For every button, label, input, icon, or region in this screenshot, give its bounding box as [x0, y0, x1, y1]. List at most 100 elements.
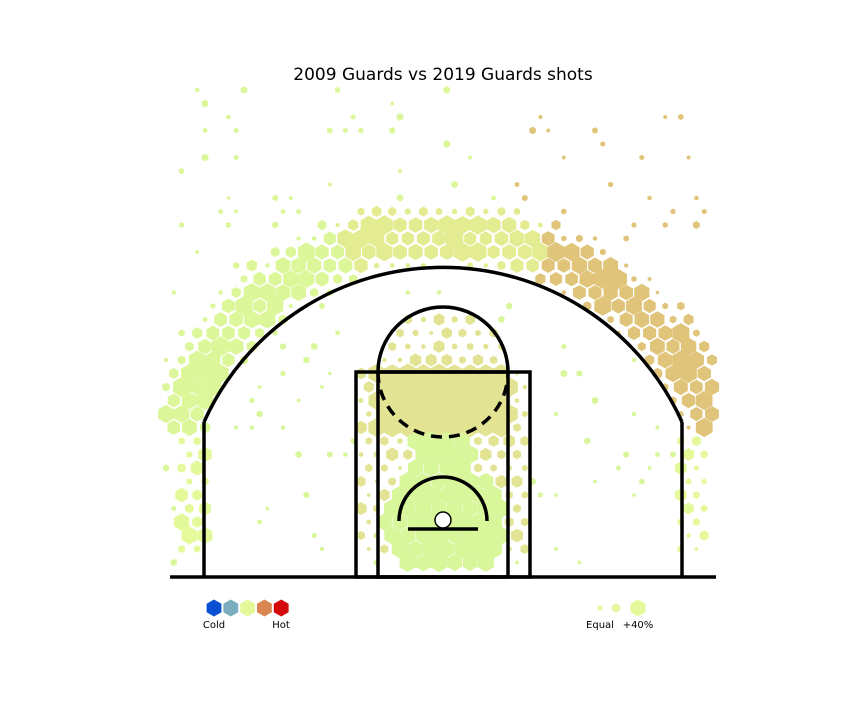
shot-hexbin: [489, 355, 498, 365]
shot-hexbin: [348, 219, 359, 231]
shot-hexbin: [695, 417, 713, 438]
shot-hexbin: [439, 459, 455, 477]
shot-hexbin: [193, 545, 201, 553]
shot-hexbin: [401, 231, 414, 246]
legend-size-swatch: [612, 603, 620, 613]
shot-hexbin: [694, 465, 699, 471]
shot-hexbin: [393, 217, 407, 233]
shot-hexbin: [363, 381, 374, 393]
shot-hexbin: [319, 302, 325, 310]
shot-hexbin: [626, 296, 642, 316]
shot-hexbin: [431, 391, 447, 410]
shot-hexbin: [383, 417, 401, 438]
shot-hexbin: [670, 208, 676, 215]
shot-hexbin: [591, 396, 599, 405]
shot-hexbin: [415, 499, 431, 518]
shot-hexbin: [435, 207, 443, 216]
shot-hexbin: [565, 271, 578, 287]
shot-hexbin: [256, 410, 263, 418]
shot-hexbin: [694, 195, 699, 201]
shot-hexbin: [423, 459, 439, 477]
shot-hexbin: [362, 244, 376, 260]
shot-hexbin: [439, 486, 455, 504]
shot-hexbin: [233, 261, 240, 270]
shot-hexbin: [522, 194, 528, 202]
shot-hexbin: [396, 328, 404, 338]
shot-hexbin: [253, 298, 266, 314]
free-throw-circle-top: [376, 305, 510, 373]
shot-hexbin: [407, 513, 424, 531]
shot-hexbin: [517, 244, 532, 260]
shot-hexbin: [412, 329, 419, 337]
shot-hexbin: [495, 474, 508, 489]
shot-hexbin: [498, 315, 505, 324]
shot-hexbin: [700, 504, 708, 513]
shot-hexbin: [234, 425, 239, 430]
shot-hexbin: [190, 460, 204, 476]
shot-hexbin: [446, 445, 463, 464]
shot-hexbin: [447, 526, 463, 545]
shot-hexbin: [192, 327, 203, 339]
shot-hexbin: [666, 338, 680, 355]
shot-hexbin: [672, 350, 689, 370]
shot-hexbin: [335, 330, 340, 336]
legend-color-swatch: [240, 599, 255, 617]
shot-hexbin: [270, 246, 280, 258]
shot-hexbin: [307, 257, 322, 274]
shot-hexbin: [693, 491, 700, 499]
shot-hexbin: [554, 492, 558, 498]
shot-hexbin: [477, 525, 495, 546]
shot-hexbin: [445, 228, 464, 249]
shot-hexbin: [201, 99, 209, 108]
shot-hexbin: [487, 245, 500, 259]
shot-hexbin: [462, 554, 478, 571]
shot-hexbin: [453, 404, 471, 424]
shot-hexbin: [423, 539, 440, 559]
shot-hexbin: [695, 390, 713, 411]
shot-hexbin: [547, 242, 565, 262]
shot-hexbin: [303, 356, 310, 364]
shot-hexbin: [179, 222, 185, 228]
shot-hexbin: [704, 378, 720, 396]
legend-color-swatch: [273, 599, 289, 617]
shot-hexbin: [164, 357, 168, 363]
shot-hexbin: [472, 354, 484, 366]
shot-hexbin: [379, 488, 390, 502]
shot-hexbin: [327, 182, 332, 187]
shot-hexbin: [195, 87, 200, 93]
shot-hexbin: [407, 431, 424, 451]
shot-hexbin: [178, 329, 185, 337]
shot-hexbin: [173, 513, 190, 531]
shot-hexbin: [657, 351, 673, 369]
shot-hexbin: [310, 342, 318, 351]
shot-hexbin: [345, 243, 361, 261]
shot-hexbin: [405, 262, 410, 269]
shot-hexbin: [328, 371, 332, 376]
three-point-arc: [202, 265, 684, 423]
shot-hexbin: [181, 391, 197, 410]
shot-hexbin: [178, 545, 185, 553]
shot-hexbin: [196, 364, 214, 383]
shot-hexbin: [461, 417, 479, 438]
shot-hexbin: [561, 343, 567, 350]
shot-hexbin: [655, 451, 660, 458]
shot-hexbin: [459, 356, 466, 364]
shot-hexbin: [397, 438, 403, 444]
shot-hexbin: [594, 296, 612, 316]
shot-hexbin: [680, 337, 697, 356]
legend-color-swatch: [206, 599, 222, 617]
shot-hexbin: [453, 242, 471, 262]
restricted-area-arc: [397, 475, 489, 522]
shot-hexbin: [631, 275, 637, 283]
shot-hexbin: [513, 207, 521, 216]
hex-layer: [158, 86, 720, 573]
shot-hexbin: [244, 310, 260, 329]
shot-hexbin: [222, 325, 235, 341]
shot-hexbin: [678, 113, 684, 121]
shot-hexbin: [511, 475, 523, 488]
shot-hexbin: [226, 196, 231, 200]
shot-hexbin: [178, 167, 185, 175]
legend: Cold Hot Equal +40%: [203, 599, 653, 631]
shot-hexbin: [486, 216, 501, 234]
shot-hexbin: [506, 302, 513, 310]
